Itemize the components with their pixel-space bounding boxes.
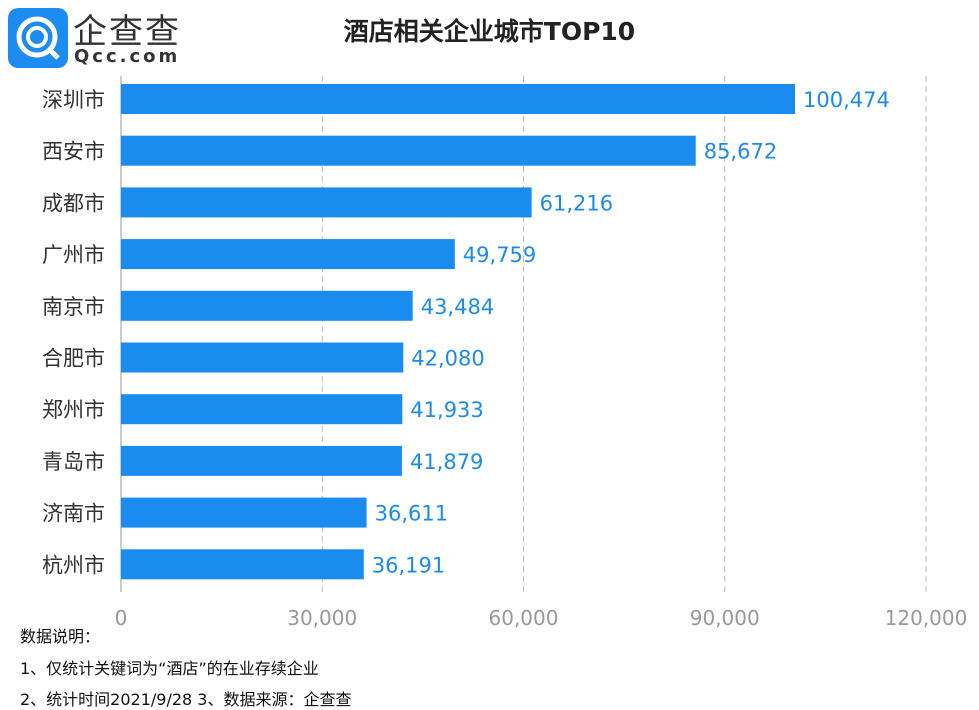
bar	[121, 239, 455, 270]
bar	[121, 549, 364, 580]
value-label: 41,933	[410, 398, 483, 422]
bar	[121, 84, 796, 114]
x-tick-label: 120,000	[885, 606, 968, 630]
note-line-2: 2、统计时间2021/9/28 3、数据来源：企查查	[20, 690, 352, 709]
qcc-logo-icon	[8, 8, 68, 68]
category-label: 合肥市	[42, 347, 105, 371]
note-heading: 数据说明：	[20, 627, 101, 646]
category-label: 济南市	[42, 502, 105, 526]
x-tick-label: 90,000	[690, 606, 760, 630]
category-label: 青岛市	[42, 450, 105, 474]
value-label: 49,759	[463, 243, 536, 267]
x-tick-label: 0	[115, 606, 128, 630]
category-label: 郑州市	[42, 398, 105, 422]
value-label: 85,672	[704, 140, 777, 164]
bar	[121, 445, 402, 476]
category-label: 深圳市	[42, 88, 105, 112]
logo-text: 企查查	[73, 12, 181, 52]
bar	[121, 187, 532, 218]
bar	[121, 135, 696, 166]
chart-title: 酒店相关企业城市TOP10	[343, 17, 636, 46]
value-label: 36,191	[372, 553, 445, 577]
bar	[121, 342, 404, 373]
category-label: 杭州市	[42, 553, 105, 577]
bar	[121, 290, 413, 321]
x-tick-label: 30,000	[287, 606, 357, 630]
category-label: 成都市	[42, 191, 105, 215]
bar	[121, 497, 367, 528]
value-label: 36,611	[375, 502, 448, 526]
note-line-1: 1、仅统计关键词为“酒店”的在业存续企业	[20, 659, 319, 678]
category-label: 广州市	[42, 243, 105, 267]
bar	[121, 394, 403, 425]
x-tick-label: 60,000	[489, 606, 559, 630]
category-label: 南京市	[42, 295, 105, 319]
value-label: 43,484	[421, 295, 494, 319]
value-label: 42,080	[411, 347, 484, 371]
logo-domain: Qcc.com	[74, 46, 181, 67]
category-label: 西安市	[42, 140, 105, 164]
value-label: 41,879	[410, 450, 483, 474]
value-label: 61,216	[540, 191, 613, 215]
value-label: 100,474	[803, 88, 890, 112]
